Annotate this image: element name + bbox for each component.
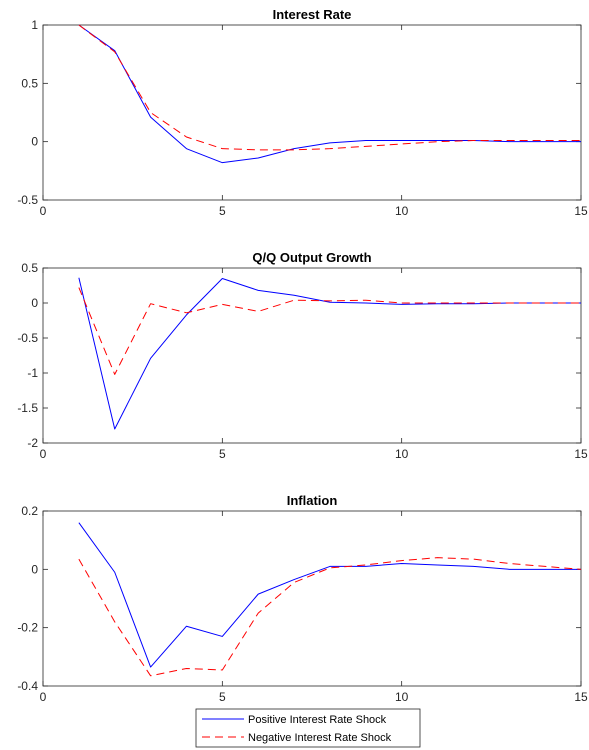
inflation-xtick-label: 5 [219,690,226,704]
output-growth-xtick-label: 15 [574,447,588,461]
inflation-series-positive-line [78,522,581,668]
inflation-ytick-label: 0.2 [21,504,38,518]
output-growth-ytick-label: -1.5 [17,401,38,415]
output-growth-ytick-label: -1 [27,366,38,380]
interest-rate-xtick-label: 5 [219,204,226,218]
interest-rate-ytick-label: 0.5 [21,76,38,90]
output-growth-ytick-label: 0 [31,296,38,310]
output-growth-series-negative-line [78,287,581,375]
output-growth-xtick-label: 5 [219,447,226,461]
output-growth-xtick-label: 0 [40,447,47,461]
inflation-axes-box [42,510,582,687]
inflation-ytick-label: -0.2 [17,621,38,635]
inflation-xtick-label: 0 [40,690,47,704]
output-growth-xtick-label: 10 [395,447,409,461]
output-growth-ytick-label: 0.5 [21,261,38,275]
panel-inflation: Inflation 0 5 10 15 -0.4 -0.2 0 0.2 [17,493,588,704]
legend-box [195,708,421,748]
interest-rate-ytick-label: -0.5 [17,193,38,207]
interest-rate-series-negative-line [78,24,581,151]
interest-rate-xtick-label: 10 [395,204,409,218]
interest-rate-axes-box [42,24,582,201]
inflation-xtick-label: 15 [574,690,588,704]
output-growth-title: Q/Q Output Growth [252,250,371,265]
interest-rate-title: Interest Rate [273,7,352,22]
output-growth-axes-box [42,267,582,444]
legend-label-positive: Positive Interest Rate Shock [248,714,387,726]
inflation-xtick-label: 10 [395,690,409,704]
interest-rate-xtick-label: 15 [574,204,588,218]
interest-rate-xtick-label: 0 [40,204,47,218]
output-growth-ytick-label: -0.5 [17,331,38,345]
output-growth-ytick-label: -2 [27,436,38,450]
legend: Positive Interest Rate Shock Negative In… [195,708,421,748]
inflation-ytick-label: 0 [31,562,38,576]
panel-output-growth: Q/Q Output Growth 0 5 10 15 -2 -1.5 -1 -0.5 0 0.5 [17,250,588,461]
interest-rate-ytick-label: 0 [31,135,38,149]
inflation-series-negative-line [78,557,582,677]
legend-label-negative: Negative Interest Rate Shock [248,732,392,744]
inflation-title: Inflation [287,493,338,508]
interest-rate-ytick-label: 1 [31,18,38,32]
interest-rate-series-positive-line [78,24,581,164]
inflation-ytick-label: -0.4 [17,679,38,693]
